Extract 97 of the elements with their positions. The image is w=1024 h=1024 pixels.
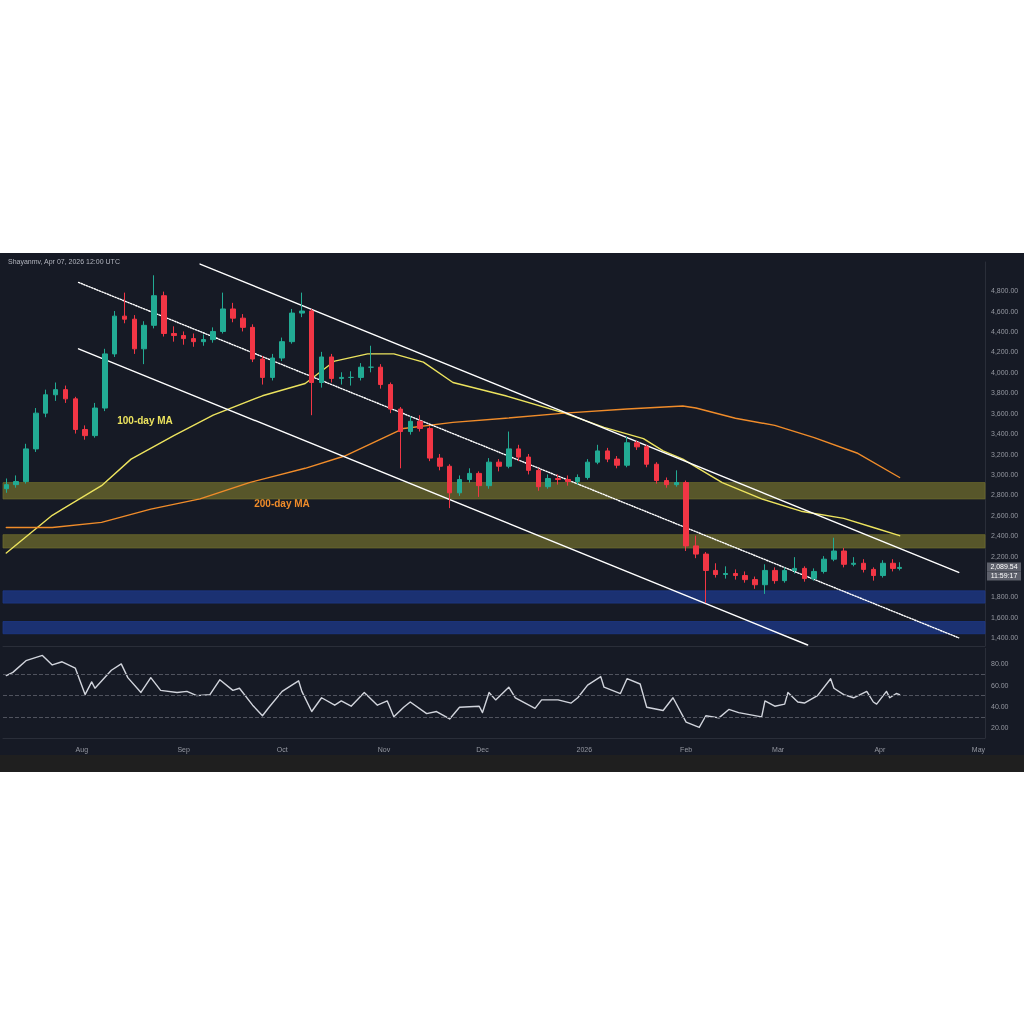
candlestick	[476, 470, 482, 498]
candlestick	[13, 474, 19, 489]
candlestick	[693, 535, 699, 559]
candlestick	[53, 382, 58, 402]
candlestick	[63, 385, 68, 404]
candlestick	[43, 389, 48, 418]
candlestick	[279, 337, 285, 362]
candlestick	[161, 291, 167, 338]
candlestick	[772, 566, 778, 585]
candlestick	[457, 474, 462, 497]
candlestick	[417, 414, 423, 433]
candlestick	[802, 565, 807, 583]
line-series	[5, 353, 901, 554]
candlestick	[496, 458, 502, 472]
candlestick	[408, 415, 413, 436]
candlestick	[299, 292, 305, 318]
candlestick	[270, 353, 275, 381]
candlestick	[230, 302, 236, 323]
candlestick	[831, 537, 837, 562]
candlestick	[664, 476, 669, 489]
candlestick	[191, 332, 196, 348]
candlestick	[565, 474, 571, 487]
candlestick	[201, 334, 206, 347]
candlestick	[516, 444, 521, 462]
candlestick	[624, 436, 630, 468]
candlestick	[733, 568, 738, 581]
candlestick	[33, 407, 39, 453]
candlestick	[73, 396, 78, 435]
annotation: 200-day MA	[254, 497, 310, 509]
candlestick	[595, 444, 600, 465]
candlestick	[585, 458, 590, 481]
candlestick	[674, 469, 679, 488]
candlestick	[526, 453, 531, 475]
candlestick	[398, 406, 403, 469]
candlestick	[437, 453, 443, 471]
candlestick	[181, 330, 186, 346]
candlestick	[368, 345, 374, 373]
candlestick	[644, 444, 649, 468]
candlestick	[506, 431, 512, 469]
candlestick	[132, 314, 137, 355]
candlestick	[309, 308, 314, 416]
candlestick	[220, 292, 226, 334]
candlestick	[240, 313, 246, 332]
candlestick	[811, 567, 817, 582]
candlestick	[122, 292, 127, 324]
candlestick	[4, 478, 9, 494]
candlestick	[427, 425, 433, 462]
candlestick	[82, 424, 88, 441]
candlestick	[605, 447, 610, 463]
candlestick	[250, 323, 255, 363]
candlestick	[536, 467, 541, 492]
candlestick	[841, 547, 847, 568]
candlestick	[683, 480, 689, 552]
candlestick	[861, 558, 866, 573]
candlestick	[348, 370, 354, 387]
candlestick	[151, 274, 157, 329]
candlestick	[713, 562, 718, 579]
line-series	[5, 405, 901, 529]
candlestick	[752, 576, 758, 590]
candlestick	[339, 371, 344, 386]
line-series	[5, 654, 901, 729]
candlestick	[703, 551, 709, 604]
candlestick	[792, 556, 797, 574]
candlestick	[102, 348, 108, 412]
candlestick	[871, 566, 876, 582]
candlestick	[897, 561, 902, 571]
candlestick	[851, 556, 856, 567]
candlestick	[260, 355, 265, 386]
candlestick	[762, 563, 768, 595]
candlestick	[782, 566, 787, 584]
candlestick	[210, 326, 216, 344]
candlestick	[821, 555, 827, 574]
candlestick	[890, 558, 896, 572]
candlestick	[112, 310, 117, 358]
candlestick	[92, 402, 98, 439]
candlestick	[358, 362, 364, 381]
candlestick	[575, 473, 580, 486]
candlestick	[141, 320, 147, 365]
candlestick	[289, 308, 295, 345]
candlestick	[23, 443, 29, 485]
candlestick	[319, 351, 324, 389]
candlestick	[634, 440, 640, 451]
annotation: 100-day MA	[117, 414, 173, 426]
candlestick	[723, 565, 728, 580]
candlestick	[467, 467, 472, 484]
candlestick	[447, 463, 452, 509]
candlestick	[880, 559, 886, 579]
candlestick	[614, 455, 620, 469]
candlestick	[555, 473, 561, 486]
candlestick	[388, 382, 393, 414]
candlestick	[171, 325, 177, 343]
candlestick	[329, 353, 334, 384]
candlestick	[654, 461, 659, 485]
candlestick	[486, 457, 492, 490]
candlestick	[378, 363, 383, 390]
candlestick	[742, 570, 748, 584]
candlestick	[545, 473, 551, 490]
